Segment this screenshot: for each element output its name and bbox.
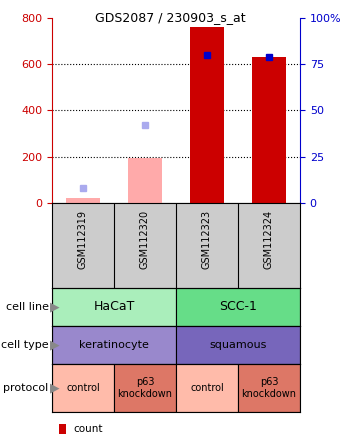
Bar [190,27,224,203]
Bar [52,364,114,412]
Text: p63
knockdown: p63 knockdown [241,377,296,399]
Bar [176,288,300,326]
Text: ▶: ▶ [50,381,60,395]
Text: cell line: cell line [5,302,49,312]
Bar [176,364,238,412]
Text: keratinocyte: keratinocyte [79,340,149,350]
Text: GSM112320: GSM112320 [140,210,150,269]
Bar [128,158,162,203]
Text: cell type: cell type [1,340,49,350]
Text: control: control [190,383,224,393]
Text: ▶: ▶ [50,338,60,352]
Text: p63
knockdown: p63 knockdown [118,377,172,399]
Bar [52,288,176,326]
Text: GSM112323: GSM112323 [202,210,212,269]
Text: HaCaT: HaCaT [93,301,135,313]
Bar [176,326,300,364]
Text: count: count [73,424,103,434]
Bar [238,364,300,412]
Text: GDS2087 / 230903_s_at: GDS2087 / 230903_s_at [95,11,245,24]
Text: GSM112319: GSM112319 [78,210,88,269]
Text: protocol: protocol [3,383,49,393]
Text: control: control [66,383,100,393]
Text: SCC-1: SCC-1 [219,301,257,313]
Text: ▶: ▶ [50,301,60,313]
Text: squamous: squamous [209,340,267,350]
Bar [52,326,176,364]
Bar [114,364,176,412]
Text: GSM112324: GSM112324 [264,210,274,269]
Bar [66,198,100,203]
Bar [252,57,286,203]
